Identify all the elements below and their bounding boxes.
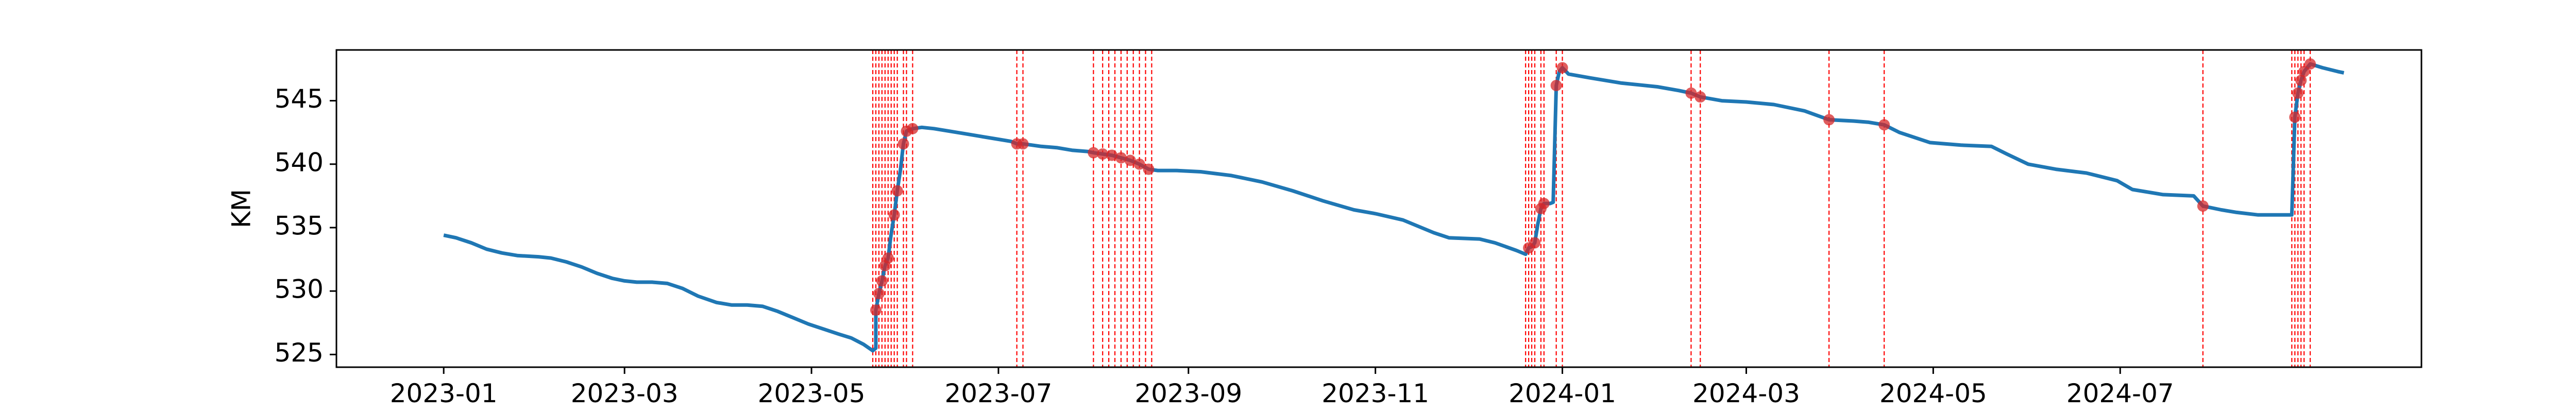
series-line-group — [443, 62, 2345, 353]
event-marker-32 — [2295, 75, 2307, 87]
y-tick-label-3: 540 — [275, 147, 324, 177]
y-axis-label: KM — [227, 189, 257, 228]
event-markers — [870, 58, 2316, 316]
event-marker-16 — [1124, 154, 1136, 166]
event-marker-13 — [1097, 148, 1109, 160]
event-marker-20 — [1529, 237, 1541, 249]
event-marker-7 — [897, 138, 909, 150]
event-marker-6 — [891, 185, 903, 197]
y-axis: 525 530 535 540 545 — [275, 84, 336, 368]
event-marker-23 — [1550, 79, 1562, 91]
x-axis: 2023-01 2023-03 2023-05 2023-07 2023-09 2023-… — [390, 367, 2174, 408]
event-marker-26 — [1694, 91, 1706, 103]
event-marker-2 — [876, 275, 888, 287]
x-tick-label-0: 2023-01 — [390, 379, 498, 408]
event-marker-33 — [2298, 65, 2310, 77]
x-tick-label-1: 2023-03 — [571, 379, 679, 408]
x-tick-label-4: 2023-09 — [1134, 379, 1242, 408]
x-tick-label-2: 2023-05 — [758, 379, 866, 408]
event-marker-1 — [873, 288, 885, 300]
event-marker-5 — [888, 209, 900, 221]
x-tick-label-7: 2024-03 — [1692, 379, 1800, 408]
x-tick-label-9: 2024-07 — [2066, 379, 2174, 408]
event-marker-31 — [2292, 87, 2304, 99]
series-line-0 — [443, 62, 2345, 353]
y-tick-label-1: 530 — [275, 274, 324, 304]
event-marker-18 — [1143, 163, 1155, 175]
event-marker-15 — [1115, 152, 1127, 164]
event-marker-29 — [2197, 200, 2209, 212]
event-marker-9 — [907, 123, 919, 134]
y-tick-label-4: 545 — [275, 84, 324, 114]
event-marker-34 — [2304, 58, 2316, 70]
event-marker-22 — [1538, 198, 1550, 210]
event-marker-25 — [1685, 87, 1697, 99]
event-marker-12 — [1088, 147, 1099, 159]
event-marker-4 — [882, 252, 894, 264]
x-tick-label-6: 2024-01 — [1509, 379, 1616, 408]
x-tick-label-8: 2024-05 — [1879, 379, 1987, 408]
event-marker-27 — [1823, 114, 1835, 126]
event-marker-0 — [870, 304, 882, 316]
plot-frame — [335, 49, 2422, 368]
event-marker-30 — [2289, 111, 2301, 123]
event-marker-11 — [1017, 138, 1029, 150]
event-marker-28 — [1878, 119, 1890, 131]
event-marker-17 — [1133, 158, 1145, 170]
x-tick-label-3: 2023-07 — [944, 379, 1052, 408]
y-tick-label-0: 525 — [275, 338, 324, 368]
event-marker-24 — [1556, 62, 1568, 74]
x-tick-label-5: 2023-11 — [1321, 379, 1429, 408]
y-tick-label-2: 535 — [275, 211, 324, 241]
event-marker-14 — [1106, 149, 1118, 161]
event-vlines — [872, 50, 2311, 367]
